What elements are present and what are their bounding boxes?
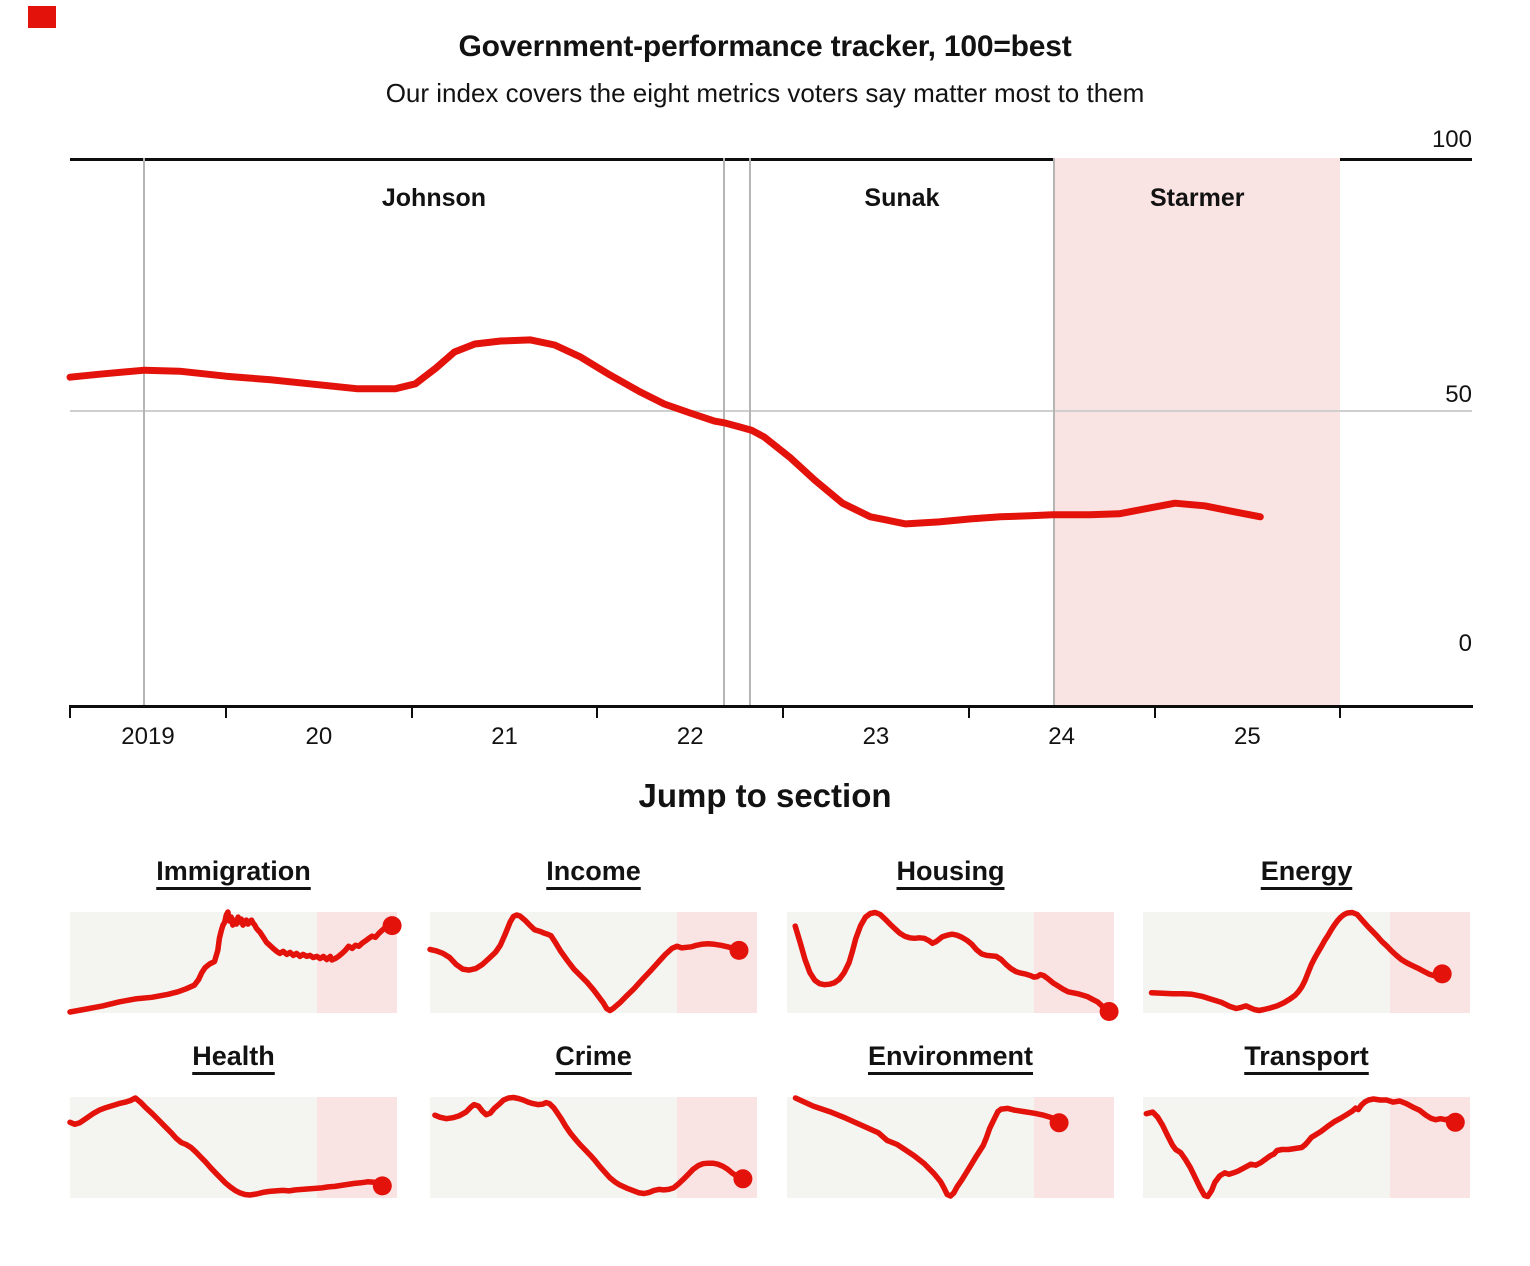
sparkline-end-dot xyxy=(1432,964,1452,984)
sparkline-svg-income xyxy=(427,912,749,1014)
jump-to-section-heading: Jump to section xyxy=(638,777,892,814)
starmer-period-shading xyxy=(1054,158,1341,705)
x-axis-tick-label: 25 xyxy=(1233,723,1261,750)
sparkline-line xyxy=(67,1095,382,1198)
sparkline-line xyxy=(427,912,742,1014)
x-axis-tick-label: 24 xyxy=(1048,723,1075,750)
sparkline-line xyxy=(1143,1096,1458,1200)
pm-transition-line-0 xyxy=(143,158,146,705)
pm-label-starmer: Starmer xyxy=(1149,184,1245,212)
sparkline-end-dot xyxy=(1049,1113,1069,1133)
x-axis-tick xyxy=(410,705,413,718)
section-link-immigration[interactable]: Immigration xyxy=(70,856,397,887)
sparkline-end-dot xyxy=(729,940,749,960)
gridline-50 xyxy=(70,410,1472,412)
sparkline-svg-health xyxy=(67,1095,392,1198)
sparkline-svg-energy xyxy=(1148,909,1452,1014)
x-axis-tick-label: 21 xyxy=(491,723,518,750)
y-axis-label-100: 100 xyxy=(1431,126,1472,153)
section-link-housing[interactable]: Housing xyxy=(787,856,1114,887)
section-link-health[interactable]: Health xyxy=(70,1041,397,1072)
sparkline-line xyxy=(67,909,395,1015)
sparkline-svg-housing xyxy=(792,909,1119,1021)
section-link-label[interactable]: Income xyxy=(546,856,641,886)
section-link-label[interactable]: Energy xyxy=(1260,856,1353,886)
x-axis-tick xyxy=(1153,705,1156,718)
section-link-transport[interactable]: Transport xyxy=(1143,1041,1470,1072)
x-axis-tick xyxy=(596,705,599,718)
x-axis-line xyxy=(70,705,1473,708)
sparkline-end-dot xyxy=(733,1169,753,1189)
sparkline-end-dot xyxy=(1445,1112,1465,1132)
x-axis-tick-label: 22 xyxy=(676,723,704,750)
sparkline-line xyxy=(432,1094,746,1197)
x-axis-tick-label: 2019 xyxy=(121,723,175,750)
sparkline-svg-environment xyxy=(792,1095,1069,1199)
x-axis-tick xyxy=(225,705,227,718)
x-axis-tick-label: 23 xyxy=(862,723,890,750)
sparkline-end-dot xyxy=(372,1176,392,1196)
x-axis-tick-label: 20 xyxy=(305,723,333,750)
pm-transition-line-1 xyxy=(722,158,725,705)
section-link-label[interactable]: Immigration xyxy=(156,856,311,886)
x-axis-tick xyxy=(782,705,785,718)
section-link-environment[interactable]: Environment xyxy=(787,1041,1114,1072)
sparkline-starmer-shading xyxy=(1033,912,1114,1013)
section-link-label[interactable]: Environment xyxy=(867,1041,1034,1071)
section-link-label[interactable]: Housing xyxy=(896,856,1005,886)
sparkline-svg-immigration xyxy=(67,909,402,1015)
x-axis-tick xyxy=(967,705,970,718)
sparkline-line xyxy=(1148,909,1442,1014)
sparkline-end-dot xyxy=(1099,1002,1119,1021)
section-link-crime[interactable]: Crime xyxy=(430,1041,757,1072)
pm-label-johnson: Johnson xyxy=(381,184,487,212)
section-link-label[interactable]: Health xyxy=(192,1041,275,1071)
sparkline-svg-crime xyxy=(432,1094,753,1197)
x-axis-tick xyxy=(1339,705,1342,718)
chart-title: Government-performance tracker, 100=best xyxy=(458,30,1072,63)
sparkline-svg-transport xyxy=(1143,1096,1465,1200)
sparkline-line xyxy=(792,909,1112,1015)
section-link-income[interactable]: Income xyxy=(430,856,757,887)
economist-brand-mark xyxy=(28,6,56,28)
index-line-svg xyxy=(66,336,1264,528)
section-link-label[interactable]: Crime xyxy=(555,1041,632,1071)
chart-subtitle: Our index covers the eight metrics voter… xyxy=(385,78,1145,108)
sparkline-end-dot xyxy=(382,916,402,936)
sparkline-starmer-shading xyxy=(676,912,757,1013)
y-axis-label-0: 0 xyxy=(1458,630,1472,657)
y-axis-label-50: 50 xyxy=(1445,381,1472,408)
pm-transition-line-3 xyxy=(1053,158,1056,705)
x-axis-tick xyxy=(69,705,71,718)
section-link-energy[interactable]: Energy xyxy=(1143,856,1470,887)
sparkline-line xyxy=(792,1095,1062,1199)
top-axis-line xyxy=(70,158,1472,161)
pm-label-sunak: Sunak xyxy=(864,184,940,212)
index-line xyxy=(66,336,1264,528)
section-link-label[interactable]: Transport xyxy=(1244,1041,1369,1071)
